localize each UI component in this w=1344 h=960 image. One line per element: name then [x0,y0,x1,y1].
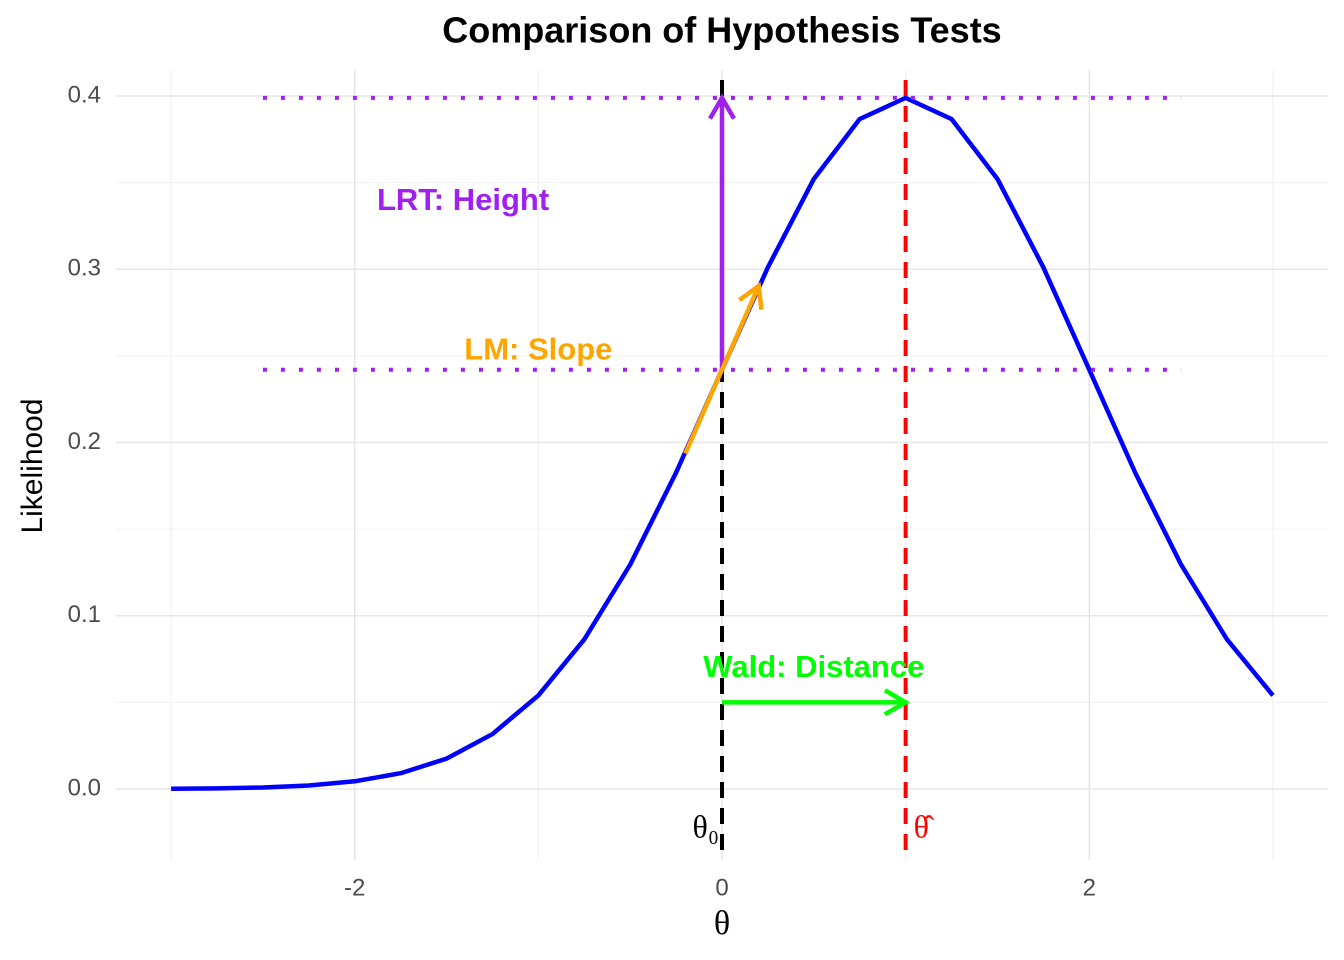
arrow-head [738,281,764,310]
annotation: Wald: Distance [703,649,924,684]
x-tick-label: 0 [715,874,728,901]
chart-title: Comparison of Hypothesis Tests [442,10,1001,51]
y-axis-label: Likelihood [16,398,49,533]
y-tick-label: 0.3 [68,255,101,282]
y-tick-label: 0.4 [68,81,101,108]
arrow-head [708,93,736,120]
vline-label: θ₀ [693,808,719,844]
arrow-head [883,688,911,717]
annotation: LM: Slope [464,332,612,367]
arrow-shaft [683,284,761,455]
y-tick-label: 0.1 [68,601,101,628]
x-tick-label: 2 [1083,874,1096,901]
x-axis-label: θ [714,905,730,942]
y-tick-label: 0.0 [68,774,101,801]
annotation: LRT: Height [377,182,549,217]
vline-label: θ̂ [914,808,935,844]
x-tick-label: -2 [344,874,365,901]
y-tick-label: 0.2 [68,428,101,455]
